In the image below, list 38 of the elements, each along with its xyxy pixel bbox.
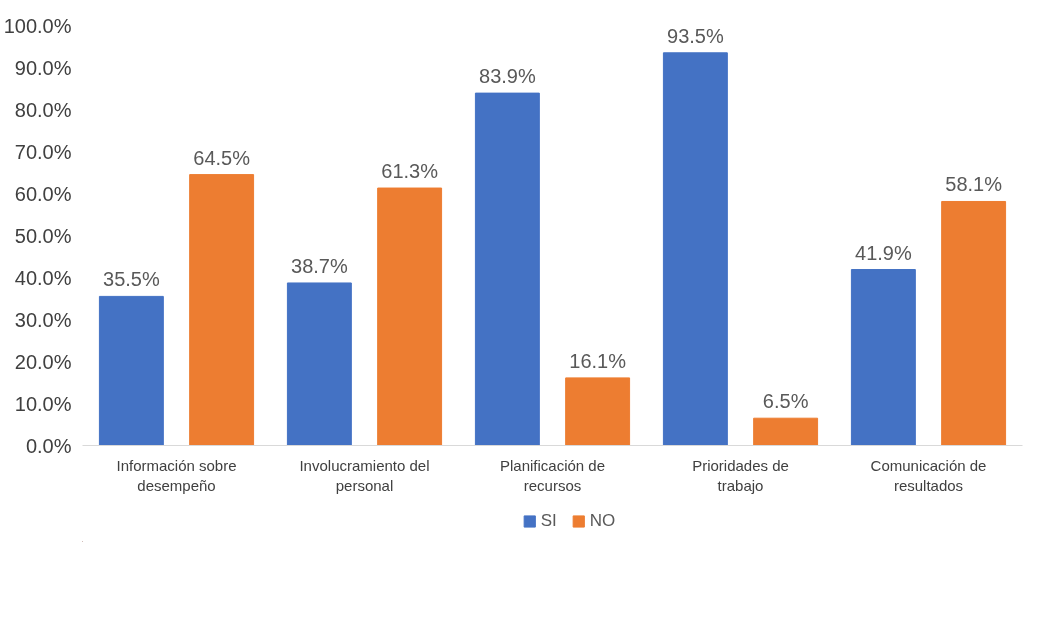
data-label: 35.5% <box>103 268 160 291</box>
x-tick-label: Información sobre desempeño <box>116 456 237 494</box>
x-tick-label: Comunicación de resultados <box>870 456 987 494</box>
y-tick-label: 100.0% <box>3 14 72 37</box>
data-label: 58.1% <box>945 173 1003 196</box>
x-tick-label: Planificación de recursos <box>499 456 606 494</box>
data-label: 16.1% <box>569 349 627 372</box>
bar <box>98 295 164 446</box>
data-label: 64.5% <box>193 146 251 169</box>
bar <box>850 269 916 446</box>
x-tick-label: Prioridades de trabajo <box>692 456 789 494</box>
y-tick-label: 40.0% <box>14 266 72 289</box>
bar <box>941 200 1007 446</box>
x-tick-label: Involucramiento del personal <box>299 456 430 494</box>
data-label: 38.7% <box>291 254 348 277</box>
bar <box>662 52 728 446</box>
y-tick-label: 10.0% <box>14 392 72 415</box>
y-tick-label: 70.0% <box>14 140 72 163</box>
data-label: 41.9% <box>855 241 912 264</box>
legend-label: NO <box>589 511 616 531</box>
y-tick-label: 80.0% <box>14 98 72 121</box>
y-tick-label: 0.0% <box>25 434 72 457</box>
y-tick-label: 20.0% <box>14 350 72 373</box>
y-tick-label: 60.0% <box>14 182 72 205</box>
data-label: 93.5% <box>667 24 724 47</box>
legend-label: SI <box>540 511 558 531</box>
y-tick-label: 90.0% <box>14 56 72 79</box>
data-label: 6.5% <box>762 390 809 413</box>
bar <box>377 187 443 446</box>
bar <box>189 174 255 446</box>
bar <box>565 377 631 446</box>
data-label: 83.9% <box>479 65 536 88</box>
y-tick-label: 30.0% <box>14 308 72 331</box>
bar <box>286 282 352 446</box>
bar <box>474 92 540 446</box>
data-label: 61.3% <box>381 160 439 183</box>
y-tick-label: 50.0% <box>14 224 72 247</box>
bar <box>753 417 819 446</box>
